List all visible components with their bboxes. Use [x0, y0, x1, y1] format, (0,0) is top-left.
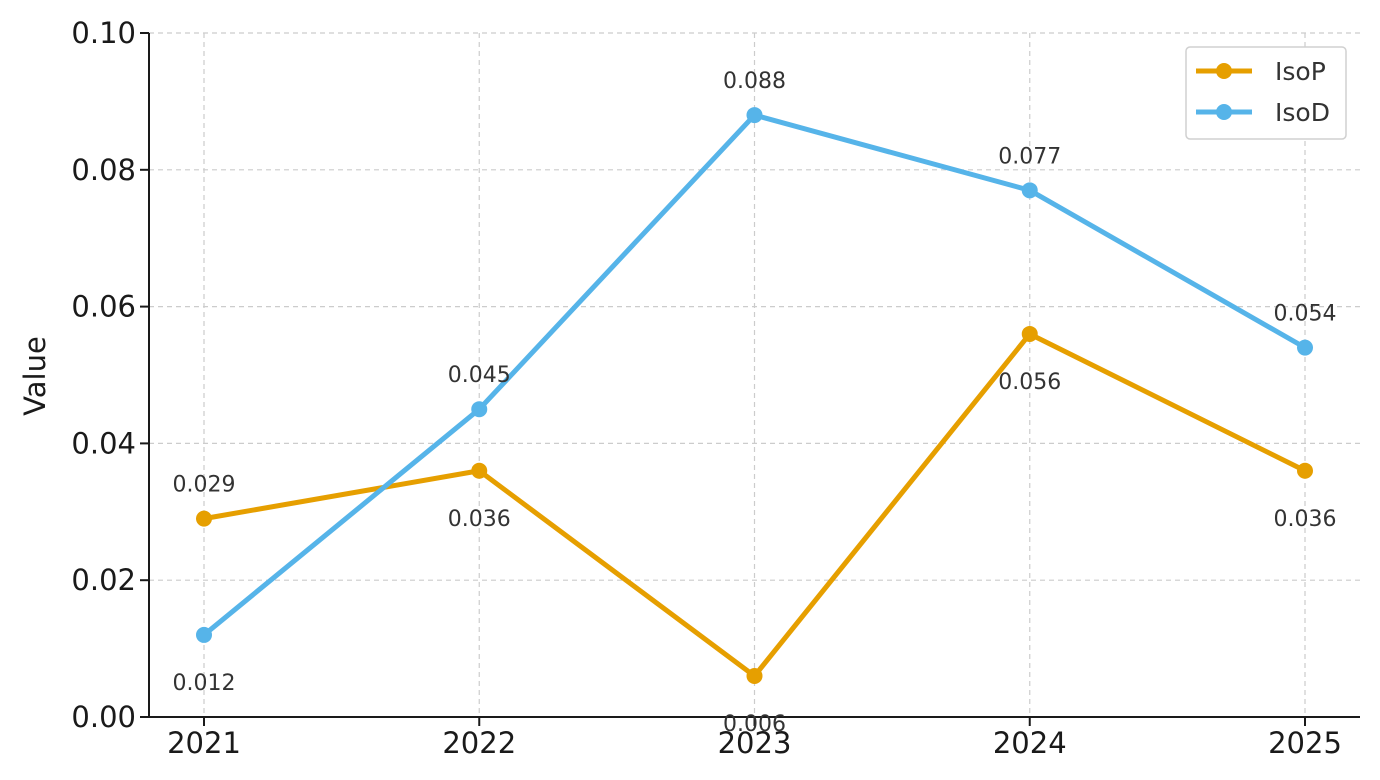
- legend-label-isod: IsoD: [1275, 98, 1330, 127]
- y-tick-label: 0.00: [71, 700, 136, 734]
- y-tick-label: 0.08: [71, 153, 136, 187]
- data-point-isod: [1021, 182, 1038, 199]
- x-tick-label: 2022: [442, 726, 516, 760]
- data-label-isop: 0.006: [723, 712, 786, 737]
- data-label-isop: 0.029: [173, 473, 236, 498]
- x-tick-label: 2024: [993, 726, 1067, 760]
- data-label-isod: 0.054: [1274, 302, 1337, 327]
- data-label-isop: 0.036: [448, 507, 511, 532]
- y-axis-title: Value: [18, 336, 52, 416]
- data-point-isop: [471, 462, 488, 479]
- x-tick-label: 2025: [1268, 726, 1342, 760]
- data-point-isod: [1297, 339, 1313, 356]
- y-tick-label: 0.06: [71, 290, 136, 324]
- axes: 0.00 0.02 0.04 0.06 0.08 0.10 2021 2022 2023 2024…: [71, 16, 1360, 760]
- x-tick-label: 2023: [718, 726, 792, 760]
- legend: IsoP IsoD: [1185, 46, 1347, 140]
- data-point-isod: [196, 626, 212, 643]
- x-tick-label: 2021: [167, 726, 241, 760]
- y-tick-label: 0.04: [71, 426, 136, 460]
- y-tick-label: 0.02: [71, 563, 136, 597]
- legend-marker-isod: [1216, 104, 1232, 120]
- data-label-isop: 0.036: [1274, 507, 1337, 532]
- series-layer: [196, 107, 1313, 684]
- data-label-isod: 0.088: [723, 69, 786, 94]
- data-label-isod: 0.012: [173, 671, 236, 696]
- legend-marker-isop: [1216, 63, 1232, 79]
- grid: [149, 32, 1360, 718]
- y-tick-label: 0.10: [71, 16, 136, 50]
- data-label-isop: 0.056: [998, 370, 1061, 395]
- data-point-isod: [471, 401, 488, 418]
- data-label-isod: 0.077: [998, 144, 1061, 169]
- legend-label-isop: IsoP: [1275, 57, 1326, 86]
- data-point-isop: [1021, 325, 1038, 342]
- data-labels: 0.029 0.036 0.006 0.056 0.036 0.012 0.045 0.088…: [173, 69, 1337, 737]
- data-point-isop: [1297, 462, 1313, 479]
- data-point-isop: [746, 667, 763, 684]
- data-point-isop: [196, 510, 212, 527]
- data-label-isod: 0.045: [448, 363, 511, 388]
- data-point-isod: [746, 107, 763, 124]
